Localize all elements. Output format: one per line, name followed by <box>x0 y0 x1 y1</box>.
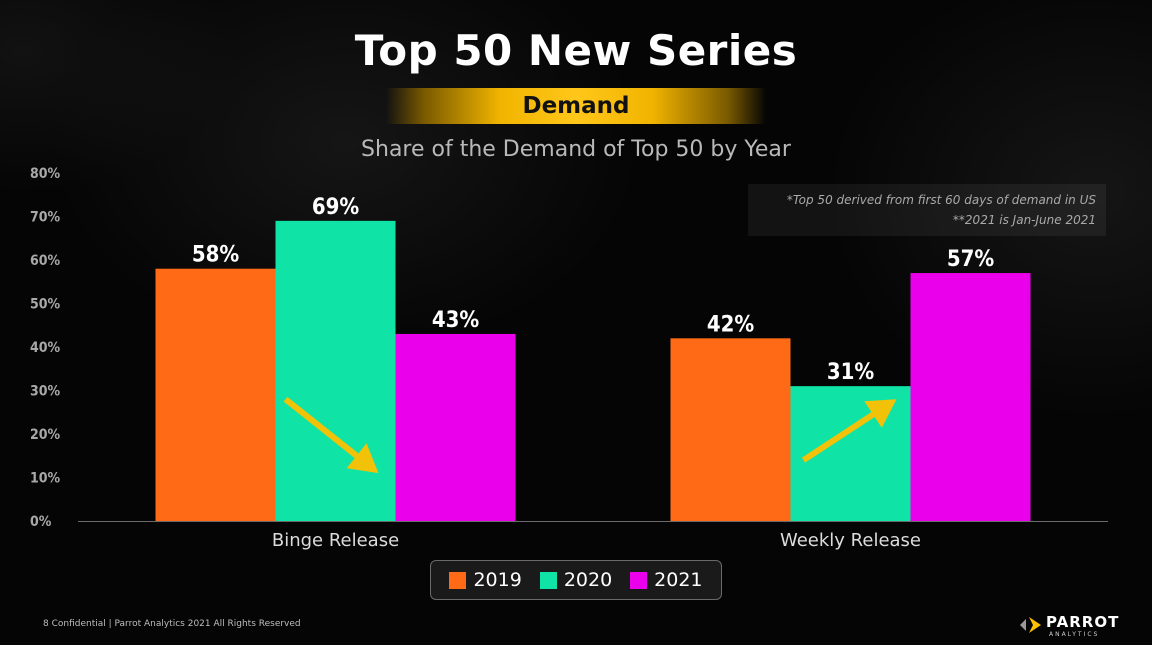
y-tick-label: 80% <box>30 166 61 182</box>
data-label: 58% <box>192 243 240 268</box>
logo-subtitle: ANALYTICS <box>1049 631 1100 638</box>
y-tick-label: 10% <box>30 471 61 487</box>
bar-2020-binge-release <box>275 220 396 521</box>
x-category-label: Weekly Release <box>780 530 921 551</box>
trend-arrow-down-icon <box>283 396 379 474</box>
trend-arrow-up-icon <box>801 399 897 463</box>
y-tick-label: 0% <box>30 514 52 530</box>
legend-label-2021: 2021 <box>654 569 703 591</box>
chart-legend: 2019 2020 2021 <box>430 560 722 600</box>
bar-2019-binge-release <box>155 268 276 521</box>
y-tick-label: 60% <box>30 253 61 269</box>
data-label: 42% <box>707 312 755 337</box>
demand-badge-label: Demand <box>522 93 630 119</box>
data-label: 69% <box>312 195 360 220</box>
page-title: Top 50 New Series <box>354 26 798 75</box>
footnote-line-2: **2021 is Jan-June 2021 <box>952 213 1096 227</box>
data-label: 31% <box>827 360 875 385</box>
y-tick-label: 40% <box>30 340 61 356</box>
legend-swatch-2020 <box>539 571 557 589</box>
data-label: 57% <box>947 247 995 272</box>
footnote-box: *Top 50 derived from first 60 days of de… <box>748 184 1106 236</box>
bar-2019-weekly-release <box>670 338 791 521</box>
legend-swatch-2019 <box>449 571 467 589</box>
legend-item-2019: 2019 <box>449 569 522 591</box>
legend-label-2019: 2019 <box>473 569 522 591</box>
parrot-logo-icon <box>1020 617 1041 633</box>
legend-item-2020: 2020 <box>539 569 613 591</box>
y-tick-label: 30% <box>30 384 61 400</box>
bar-2021-weekly-release <box>910 273 1031 521</box>
chart-subtitle: Share of the Demand of Top 50 by Year <box>361 137 791 162</box>
y-tick-label: 50% <box>30 297 61 313</box>
legend-item-2021: 2021 <box>630 569 703 591</box>
footnote-line-1: *Top 50 derived from first 60 days of de… <box>786 193 1096 207</box>
x-category-label: Binge Release <box>272 530 399 551</box>
y-tick-label: 20% <box>30 427 61 443</box>
data-label: 43% <box>432 308 480 333</box>
legend-swatch-2021 <box>630 571 648 589</box>
bar-2021-binge-release <box>395 333 516 521</box>
legend-label-2020: 2020 <box>563 569 613 591</box>
y-tick-label: 70% <box>30 210 61 226</box>
logo-name: PARROT <box>1046 613 1120 631</box>
footer-text: 8 Confidential | Parrot Analytics 2021 A… <box>43 619 301 629</box>
demand-badge: Demand <box>386 88 766 124</box>
parrot-analytics-logo: PARROT ANALYTICS <box>1016 611 1120 639</box>
